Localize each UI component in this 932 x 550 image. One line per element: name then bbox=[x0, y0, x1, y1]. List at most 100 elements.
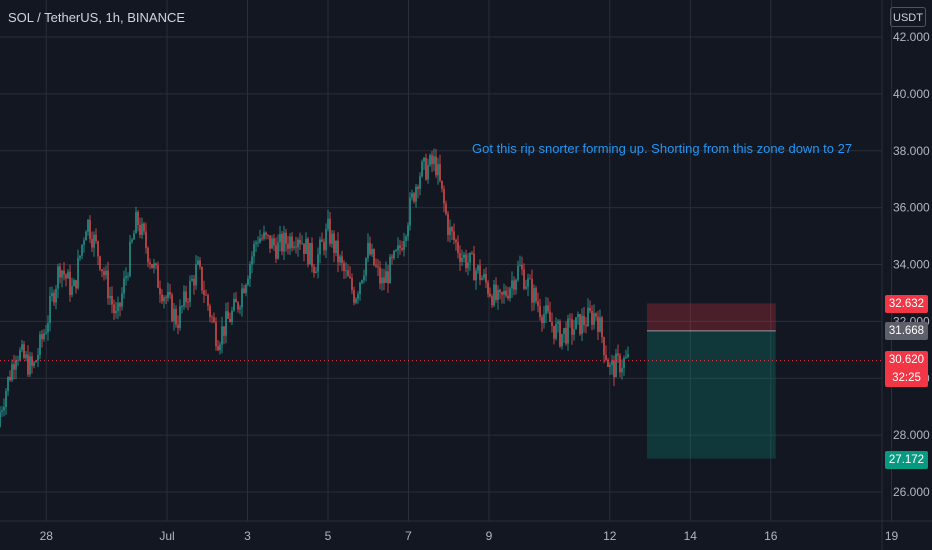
candle-body bbox=[549, 311, 551, 322]
candle-body bbox=[479, 265, 481, 280]
candle-body bbox=[609, 365, 611, 368]
price-axis[interactable]: 42.00040.00038.00036.00034.00032.00030.0… bbox=[893, 30, 930, 499]
candle-body bbox=[339, 256, 341, 263]
candle-body bbox=[129, 241, 131, 276]
candle-body bbox=[585, 325, 587, 327]
x-tick-label: 16 bbox=[764, 529, 778, 543]
candle-body bbox=[183, 291, 185, 307]
chart-annotation[interactable]: Got this rip snorter forming up. Shortin… bbox=[472, 141, 853, 156]
candle-body bbox=[35, 360, 37, 363]
candle-body bbox=[137, 212, 139, 225]
candle-body bbox=[323, 241, 325, 251]
candle-body bbox=[581, 315, 583, 335]
candle-body bbox=[337, 240, 339, 263]
candle-body bbox=[393, 250, 395, 259]
candle-body bbox=[343, 263, 345, 271]
candle-body bbox=[169, 292, 171, 295]
candle-body bbox=[43, 333, 45, 340]
candle-body bbox=[163, 297, 165, 302]
candle-body bbox=[1, 410, 3, 412]
candle-body bbox=[399, 245, 401, 249]
candle-body bbox=[191, 278, 193, 281]
x-tick-label: 3 bbox=[244, 529, 251, 543]
candle-body bbox=[217, 346, 219, 351]
candle-body bbox=[503, 290, 505, 295]
candle-body bbox=[459, 253, 461, 262]
candle-body bbox=[347, 270, 349, 277]
candle-body bbox=[597, 316, 599, 332]
candle-body bbox=[167, 292, 169, 298]
candle-body bbox=[219, 344, 221, 351]
candle-body bbox=[575, 317, 577, 330]
time-axis[interactable]: 28 Jul 3 5 7 9 12 14 16 19 bbox=[40, 529, 899, 543]
candle-body bbox=[443, 188, 445, 204]
candle-body bbox=[63, 270, 65, 275]
candle-body bbox=[387, 271, 389, 284]
candle-body bbox=[341, 256, 343, 264]
candle-body bbox=[335, 240, 337, 253]
candle-body bbox=[17, 359, 19, 361]
candle-body bbox=[175, 308, 177, 325]
candle-body bbox=[91, 239, 93, 248]
candle-body bbox=[497, 289, 499, 300]
candle-body bbox=[561, 333, 563, 347]
candle-body bbox=[559, 321, 561, 347]
stop-loss-zone[interactable] bbox=[647, 303, 776, 331]
position-tool[interactable] bbox=[647, 303, 776, 459]
candle-body bbox=[197, 260, 199, 265]
candle-body bbox=[229, 318, 231, 323]
candle-body bbox=[279, 233, 281, 243]
candle-body bbox=[499, 289, 501, 293]
candle-body bbox=[251, 256, 253, 265]
candle-body bbox=[273, 238, 275, 246]
candle-body bbox=[391, 256, 393, 259]
take-profit-zone[interactable] bbox=[647, 330, 776, 459]
candle-body bbox=[263, 232, 265, 239]
candle-body bbox=[299, 239, 301, 244]
candle-body bbox=[429, 155, 431, 166]
candle-body bbox=[221, 326, 223, 345]
candle-body bbox=[265, 232, 267, 235]
candle-body bbox=[301, 243, 303, 245]
candle-body bbox=[541, 317, 543, 324]
candle-body bbox=[9, 377, 11, 381]
candle-body bbox=[267, 234, 269, 236]
symbol-title[interactable]: SOL / TetherUS, 1h, BINANCE bbox=[8, 10, 186, 25]
candle-body bbox=[305, 238, 307, 254]
candle-body bbox=[593, 313, 595, 325]
candle-body bbox=[253, 244, 255, 257]
candle-body bbox=[573, 329, 575, 335]
candle-body bbox=[381, 277, 383, 284]
candle-body bbox=[275, 245, 277, 259]
candle-body bbox=[431, 155, 433, 165]
candle-body bbox=[435, 156, 437, 176]
candle-body bbox=[7, 377, 9, 391]
candle-body bbox=[101, 269, 103, 272]
candle-body bbox=[471, 252, 473, 254]
last-price-value: 30.620 bbox=[888, 354, 925, 366]
candle-body bbox=[621, 368, 623, 373]
candle-body bbox=[225, 311, 227, 336]
candle-body bbox=[351, 277, 353, 291]
y-tick-label: 26.000 bbox=[893, 485, 930, 499]
candle-body bbox=[93, 234, 95, 248]
candle-body bbox=[111, 295, 113, 305]
candle-body bbox=[177, 324, 179, 328]
candle-body bbox=[495, 284, 497, 300]
candle-body bbox=[397, 245, 399, 251]
candle-body bbox=[149, 262, 151, 265]
candle-body bbox=[213, 317, 215, 323]
candle-body bbox=[119, 302, 121, 307]
candle-body bbox=[545, 305, 547, 315]
candle-body bbox=[327, 218, 329, 230]
candle-body bbox=[235, 298, 237, 303]
candle-body bbox=[315, 271, 317, 273]
x-tick-label: 14 bbox=[684, 529, 698, 543]
candle-body bbox=[465, 254, 467, 269]
candle-body bbox=[595, 313, 597, 317]
grid bbox=[0, 0, 892, 521]
currency-badge[interactable]: USDT bbox=[890, 7, 926, 27]
candle-body bbox=[307, 238, 309, 265]
candle-body bbox=[437, 164, 439, 176]
